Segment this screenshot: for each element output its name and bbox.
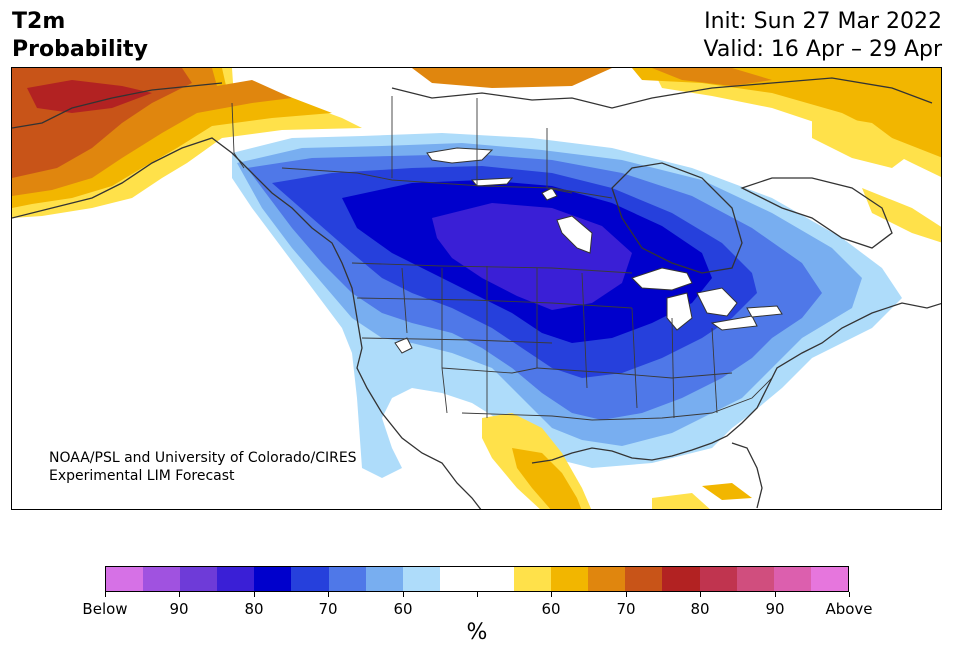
colorbar-tick-label: 90 (765, 600, 785, 618)
map-title: T2m Probability (12, 8, 148, 64)
map-canvas (12, 68, 941, 509)
valid-range: Valid: 16 Apr – 29 Apr (703, 37, 943, 62)
probability-colorbar (105, 566, 849, 592)
colorbar-tick-label: 60 (541, 600, 561, 618)
colorbar-unit-label: % (466, 620, 488, 645)
colorbar-swatch (476, 567, 515, 591)
colorbar-swatch (217, 567, 255, 591)
title-quantity: Probability (12, 37, 148, 62)
colorbar-swatch (106, 567, 144, 591)
colorbar-swatch (291, 567, 329, 591)
colorbar-tick (775, 592, 776, 597)
colorbar-swatch (773, 567, 811, 591)
title-variable: T2m (12, 9, 66, 34)
colorbar-swatch (625, 567, 663, 591)
colorbar-tick-label: 80 (690, 600, 710, 618)
colorbar-tick-label: 70 (318, 600, 338, 618)
colorbar-tick (403, 592, 404, 597)
colorbar-tick (328, 592, 329, 597)
probability-map (11, 67, 942, 510)
forecast-credit: NOAA/PSL and University of Colorado/CIRE… (49, 449, 357, 485)
colorbar-tick (105, 592, 106, 597)
colorbar-tick (254, 592, 255, 597)
arctic-warm-region (392, 68, 941, 243)
colorbar-swatch (439, 567, 477, 591)
colorbar-tick-label: Below (82, 600, 128, 618)
colorbar-swatch (254, 567, 292, 591)
colorbar-tick-label: 60 (393, 600, 413, 618)
colorbar-tick-label: 90 (169, 600, 189, 618)
political-borders (231, 96, 773, 421)
colorbar-tick-label: Above (825, 600, 873, 618)
colorbar-swatch (662, 567, 700, 591)
colorbar-swatch (736, 567, 774, 591)
colorbar-tick (700, 592, 701, 597)
colorbar-swatch (699, 567, 737, 591)
credit-line-2: Experimental LIM Forecast (49, 468, 235, 484)
mexico-warm-region (482, 413, 752, 509)
great-lakes (394, 147, 783, 354)
colorbar-swatch (365, 567, 403, 591)
forecast-dates: Init: Sun 27 Mar 2022 Valid: 16 Apr – 29… (704, 8, 943, 64)
coastlines (12, 77, 941, 509)
colorbar-tick (477, 592, 478, 597)
colorbar-swatch (810, 567, 848, 591)
colorbar-tick-label: 80 (244, 600, 264, 618)
colorbar-tick (849, 592, 850, 597)
alaska-warm-region (12, 68, 362, 218)
colorbar-tick (626, 592, 627, 597)
colorbar-swatch (180, 567, 218, 591)
colorbar-swatch (588, 567, 626, 591)
colorbar-swatch (402, 567, 440, 591)
colorbar-tick (551, 592, 552, 597)
colorbar-swatch (143, 567, 181, 591)
colorbar-swatch (514, 567, 552, 591)
colorbar-swatch (551, 567, 589, 591)
init-date: Init: Sun 27 Mar 2022 (704, 9, 942, 34)
colorbar-tick-label: 70 (616, 600, 636, 618)
cold-region (232, 133, 902, 478)
colorbar-tick (179, 592, 180, 597)
credit-line-1: NOAA/PSL and University of Colorado/CIRE… (49, 450, 357, 466)
colorbar-swatch (328, 567, 366, 591)
